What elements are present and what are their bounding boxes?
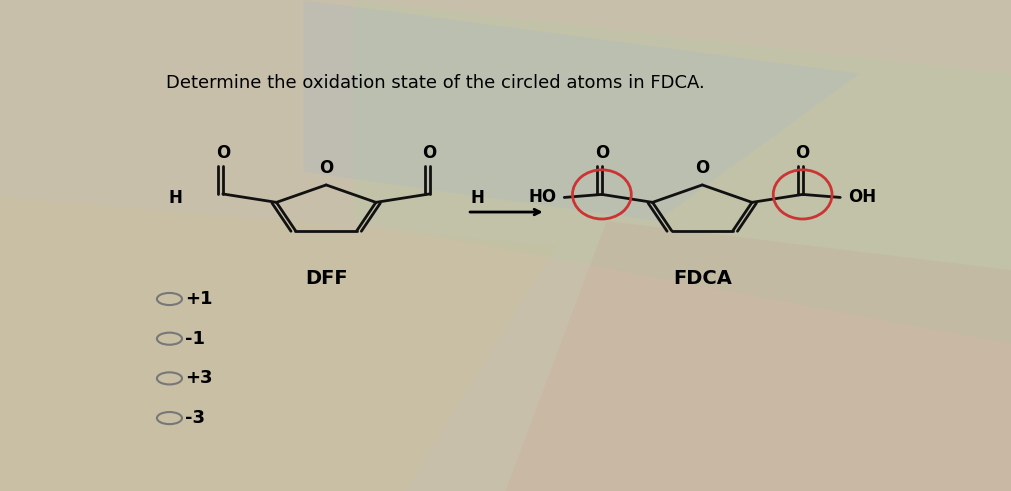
Text: O: O xyxy=(215,144,229,162)
Text: O: O xyxy=(796,143,810,162)
Text: O: O xyxy=(594,143,609,162)
Polygon shape xyxy=(506,221,1011,491)
Text: Determine the oxidation state of the circled atoms in FDCA.: Determine the oxidation state of the cir… xyxy=(166,74,705,92)
Text: -1: -1 xyxy=(185,329,205,348)
Text: HO: HO xyxy=(529,189,556,206)
Polygon shape xyxy=(0,196,556,491)
Text: FDCA: FDCA xyxy=(673,270,732,288)
Text: +3: +3 xyxy=(185,369,212,387)
Text: O: O xyxy=(319,159,334,177)
Polygon shape xyxy=(354,0,1011,344)
Text: +1: +1 xyxy=(185,290,212,308)
Text: O: O xyxy=(696,159,710,177)
Text: H: H xyxy=(168,189,182,207)
Text: OH: OH xyxy=(848,189,877,206)
Text: DFF: DFF xyxy=(305,270,348,288)
Text: -3: -3 xyxy=(185,409,205,427)
Polygon shape xyxy=(303,0,859,221)
Text: O: O xyxy=(423,144,437,162)
Text: H: H xyxy=(470,189,484,207)
